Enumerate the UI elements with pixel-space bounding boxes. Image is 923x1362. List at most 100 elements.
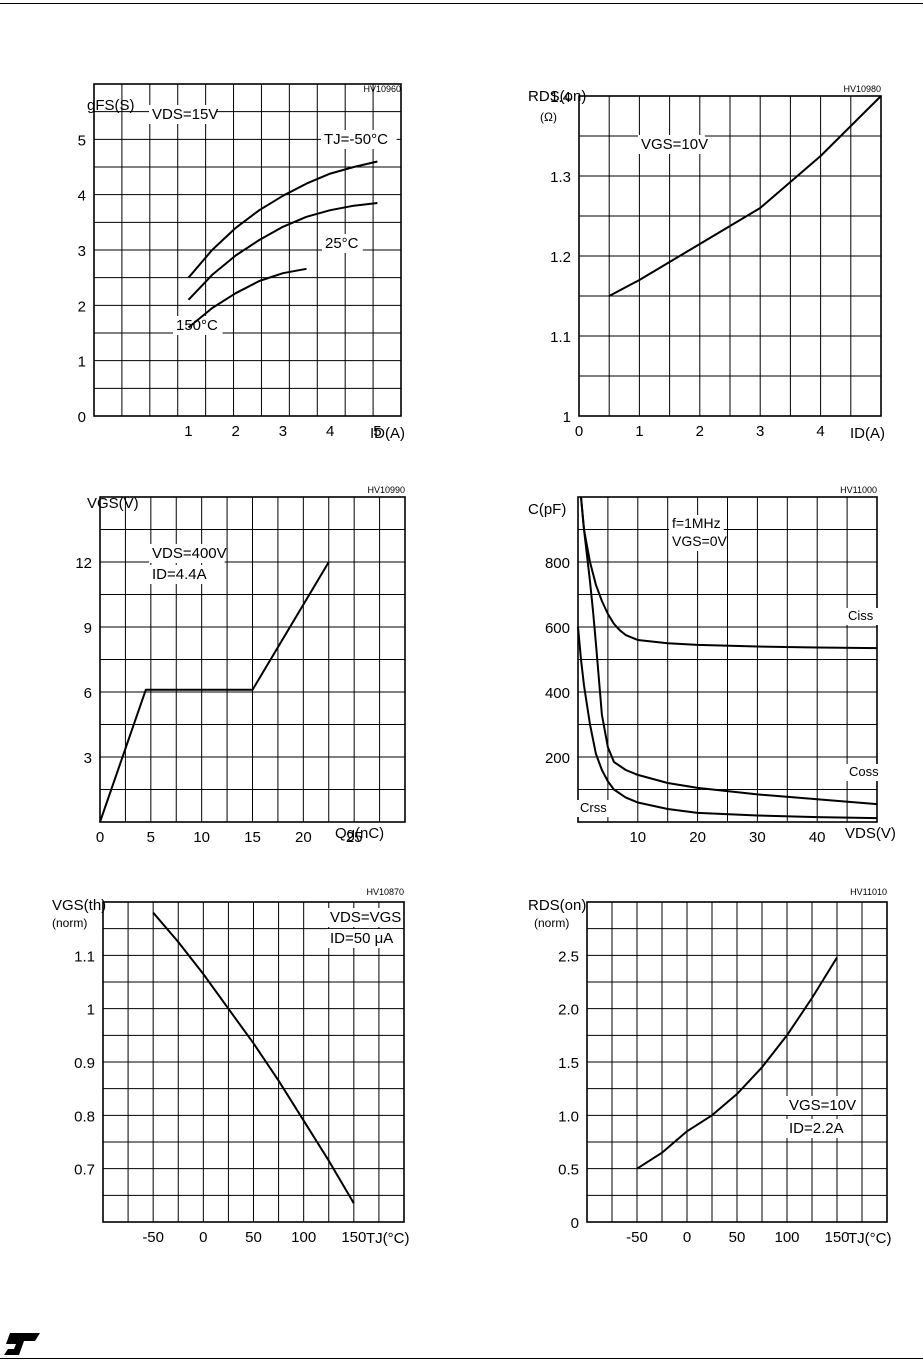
annotation-label: 25°C xyxy=(325,235,359,252)
annotation-label: VDS=15V xyxy=(152,106,218,123)
y-tick-label: 12 xyxy=(75,555,92,572)
chart-code: HV10960 xyxy=(363,84,401,94)
y-tick-label: 3 xyxy=(78,243,86,260)
annotation-label: ID=2.2A xyxy=(789,1120,844,1137)
x-tick-label: 15 xyxy=(244,829,261,846)
x-tick-label: 1 xyxy=(184,423,192,440)
y-axis-label: VGS(th) xyxy=(52,897,106,914)
annotation-label: 150°C xyxy=(176,317,218,334)
series-line-tj-50-c xyxy=(187,160,378,279)
y-axis-label-secondary: (norm) xyxy=(52,916,87,930)
x-tick-label: 0 xyxy=(199,1229,207,1246)
annotation-bg xyxy=(577,800,614,817)
annotation-bg xyxy=(149,105,216,124)
x-tick-label: 25 xyxy=(346,829,363,846)
y-tick-label: 6 xyxy=(84,685,92,702)
annotation-bg xyxy=(321,130,397,149)
chart-code: HV10870 xyxy=(366,887,404,897)
annotation-bg xyxy=(786,1096,853,1115)
x-tick-label: 3 xyxy=(279,423,287,440)
annotation-bg xyxy=(669,515,724,533)
x-axis-label: ID(A) xyxy=(850,425,885,442)
x-tick-label: 2 xyxy=(696,423,704,440)
y-tick-label: 0 xyxy=(571,1215,579,1232)
chart-code: HV11010 xyxy=(850,887,887,897)
annotation-bg xyxy=(149,544,225,563)
x-tick-label: 10 xyxy=(193,829,210,846)
x-axis-label: Qg(nC) xyxy=(335,825,384,842)
x-tick-label: 100 xyxy=(774,1229,799,1246)
annotation-label: VGS=0V xyxy=(672,533,728,549)
y-axis-label-secondary: (norm) xyxy=(534,916,569,930)
y-axis-label: RDS(on) xyxy=(528,88,586,105)
series-line-25-c xyxy=(187,202,378,301)
y-tick-label: 200 xyxy=(545,750,570,767)
bottom-rule xyxy=(0,1358,923,1359)
annotation-label: ID=50 μA xyxy=(330,930,393,947)
annotation-bg xyxy=(845,608,882,625)
series-line-150-c xyxy=(187,267,307,329)
x-tick-label: 3 xyxy=(756,423,764,440)
series-line-coss xyxy=(580,496,878,806)
annotation-bg xyxy=(638,135,705,154)
y-tick-label: 2.5 xyxy=(558,948,579,965)
series-line-1 xyxy=(99,561,330,823)
annotation-label: Ciss xyxy=(848,608,874,623)
y-axis-label: C(pF) xyxy=(528,501,566,518)
x-tick-label: 20 xyxy=(689,829,706,846)
x-tick-label: 0 xyxy=(683,1229,691,1246)
x-tick-label: 30 xyxy=(749,829,766,846)
y-tick-label: 1.1 xyxy=(550,329,571,346)
x-tick-label: -50 xyxy=(142,1229,164,1246)
x-tick-label: 5 xyxy=(373,423,381,440)
series-line-1 xyxy=(608,95,882,297)
x-tick-label: 150 xyxy=(824,1229,849,1246)
y-tick-label: 0.9 xyxy=(74,1055,95,1072)
chart-3: HV10990 3 6 9 12 0 5 10 15 20 25 VGS(V) Qg(nC) VDS=40… xyxy=(75,485,406,846)
annotation-label: VGS=10V xyxy=(641,136,708,153)
plot-frame xyxy=(102,901,405,1223)
x-tick-label: 4 xyxy=(816,423,824,440)
annotation-label: f=1MHz xyxy=(672,515,721,531)
annotation-label: Coss xyxy=(849,764,879,779)
plot-frame xyxy=(99,496,406,823)
x-tick-label: 0 xyxy=(96,829,104,846)
y-tick-label: 1.5 xyxy=(558,1055,579,1072)
plot-frame xyxy=(93,83,402,417)
annotation-bg xyxy=(322,234,363,253)
y-tick-label: 1 xyxy=(87,1002,95,1019)
y-tick-label: 3 xyxy=(84,750,92,767)
y-tick-label: 400 xyxy=(545,685,570,702)
annotation-label: VDS=VGS xyxy=(330,909,401,926)
x-tick-label: 5 xyxy=(147,829,155,846)
annotation-label: VGS=10V xyxy=(789,1097,856,1114)
annotation-label: Crss xyxy=(580,800,607,815)
x-tick-label: 150 xyxy=(341,1229,366,1246)
annotation-bg xyxy=(327,908,394,927)
y-tick-label: 600 xyxy=(545,620,570,637)
annotation-bg xyxy=(786,1119,853,1138)
y-tick-label: 1 xyxy=(78,354,86,371)
x-axis-label: ID(A) xyxy=(370,425,405,442)
x-tick-label: 4 xyxy=(326,423,334,440)
x-tick-label: 0 xyxy=(575,423,583,440)
chart-4: HV11000 200 400 600 800 10 20 30 40 C(pF) VDS(V) f=… xyxy=(528,485,896,846)
y-tick-label: 800 xyxy=(545,555,570,572)
plot-frame xyxy=(577,496,878,823)
chart-code: HV10980 xyxy=(843,84,881,94)
series-line-1 xyxy=(636,956,838,1170)
annotation-bg xyxy=(327,929,403,948)
y-tick-label: 9 xyxy=(84,620,92,637)
annotation-label: VDS=400V xyxy=(152,545,227,562)
y-tick-label: 4 xyxy=(78,188,86,205)
series-line-crss xyxy=(577,626,878,820)
annotation-label: ID=4.4A xyxy=(152,566,207,583)
plot-frame xyxy=(578,95,882,417)
y-tick-label: 1.4 xyxy=(550,89,571,106)
chart-code: HV10990 xyxy=(367,485,405,495)
y-axis-label: VGS(V) xyxy=(87,495,139,512)
x-axis-label: TJ(°C) xyxy=(848,1230,891,1247)
y-tick-label: 0 xyxy=(78,409,86,426)
